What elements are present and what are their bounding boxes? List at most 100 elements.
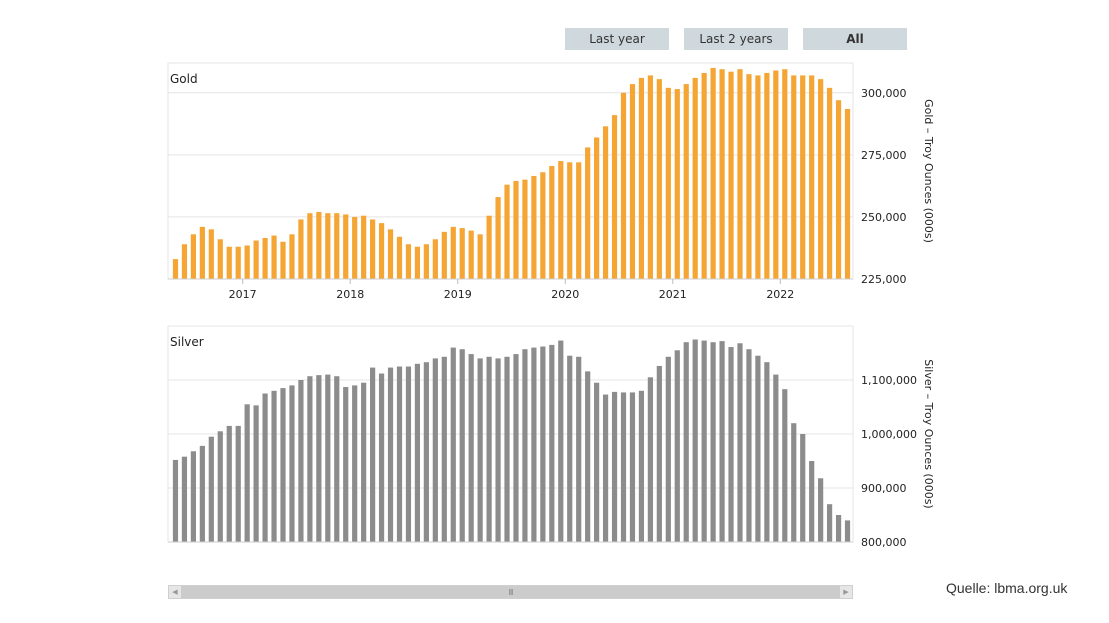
gold-bar[interactable] <box>280 241 286 279</box>
scroll-right-icon[interactable]: ▶ <box>843 588 849 596</box>
silver-bar[interactable] <box>226 425 232 542</box>
gold-bar[interactable] <box>683 84 689 279</box>
silver-bar[interactable] <box>414 363 421 542</box>
gold-bar[interactable] <box>701 72 707 280</box>
silver-bar[interactable] <box>683 342 689 542</box>
silver-bar[interactable] <box>181 456 188 542</box>
silver-bar[interactable] <box>343 387 349 542</box>
last-2-years-button[interactable]: Last 2 years <box>684 28 788 50</box>
gold-bar[interactable] <box>414 246 421 279</box>
silver-bar[interactable] <box>253 405 259 542</box>
gold-bar[interactable] <box>585 147 591 279</box>
gold-bar[interactable] <box>674 89 680 279</box>
gold-bar[interactable] <box>782 69 788 279</box>
silver-bar[interactable] <box>396 366 403 543</box>
chart-navigator-scrollbar[interactable]: ◀ III ▶ <box>168 585 853 599</box>
silver-bar[interactable] <box>208 436 214 542</box>
gold-bar[interactable] <box>441 231 447 279</box>
gold-bar[interactable] <box>244 245 250 279</box>
gold-bar[interactable] <box>558 161 564 279</box>
silver-bar[interactable] <box>549 344 555 542</box>
silver-bar[interactable] <box>504 356 510 542</box>
gold-bar[interactable] <box>190 234 196 279</box>
gold-bar[interactable] <box>567 162 573 279</box>
gold-bar[interactable] <box>809 75 815 280</box>
silver-bar[interactable] <box>450 347 456 542</box>
silver-bar[interactable] <box>513 354 519 542</box>
gold-bar[interactable] <box>800 75 806 280</box>
silver-bar[interactable] <box>835 515 842 542</box>
silver-bar[interactable] <box>827 504 833 542</box>
silver-bar[interactable] <box>701 340 707 542</box>
silver-bar[interactable] <box>585 371 591 542</box>
silver-bar[interactable] <box>271 390 277 542</box>
gold-bar[interactable] <box>504 184 510 279</box>
silver-bar[interactable] <box>728 347 734 542</box>
gold-bar[interactable] <box>540 172 546 279</box>
gold-bar[interactable] <box>387 229 394 279</box>
silver-bar[interactable] <box>791 423 797 542</box>
gold-bar[interactable] <box>647 75 653 280</box>
gold-bar[interactable] <box>181 244 188 279</box>
silver-bar[interactable] <box>773 374 779 542</box>
gold-bar[interactable] <box>289 234 295 279</box>
last-year-button[interactable]: Last year <box>565 28 669 50</box>
silver-bar[interactable] <box>307 376 313 542</box>
silver-bar[interactable] <box>647 377 653 542</box>
gold-bar[interactable] <box>361 215 367 279</box>
gold-bar[interactable] <box>172 259 179 279</box>
gold-bar[interactable] <box>602 126 609 279</box>
gold-bar[interactable] <box>450 226 456 279</box>
silver-bar[interactable] <box>423 362 429 542</box>
gold-bar[interactable] <box>818 79 824 279</box>
gold-bar[interactable] <box>710 67 716 279</box>
silver-bar[interactable] <box>361 382 367 542</box>
gold-bar[interactable] <box>405 244 412 279</box>
silver-bar[interactable] <box>352 385 358 542</box>
gold-bar[interactable] <box>477 234 483 279</box>
silver-bar[interactable] <box>486 356 492 542</box>
silver-bar[interactable] <box>441 356 447 542</box>
silver-bar[interactable] <box>782 389 788 542</box>
silver-bar[interactable] <box>459 349 465 542</box>
silver-bar[interactable] <box>477 358 483 542</box>
gold-bar[interactable] <box>378 223 385 279</box>
gold-bar[interactable] <box>513 180 519 279</box>
gold-bar[interactable] <box>719 69 725 279</box>
gold-bar[interactable] <box>746 74 752 279</box>
silver-bar[interactable] <box>710 342 716 542</box>
silver-bar[interactable] <box>172 459 179 542</box>
gold-bar[interactable] <box>835 100 842 279</box>
silver-bar[interactable] <box>594 382 600 542</box>
gold-bar[interactable] <box>271 235 277 279</box>
silver-bar[interactable] <box>620 392 627 542</box>
gold-bar[interactable] <box>262 238 268 279</box>
silver-bar[interactable] <box>602 394 609 542</box>
gold-bar[interactable] <box>522 179 528 279</box>
silver-bar[interactable] <box>674 350 680 542</box>
gold-bar[interactable] <box>208 229 214 279</box>
gold-bar[interactable] <box>352 216 358 279</box>
gold-bar[interactable] <box>486 215 492 279</box>
silver-bar[interactable] <box>764 362 770 542</box>
silver-bar[interactable] <box>378 373 385 542</box>
gold-bar[interactable] <box>468 230 474 279</box>
silver-bar[interactable] <box>199 445 205 542</box>
gold-bar[interactable] <box>199 226 205 279</box>
all-button[interactable]: All <box>803 28 907 50</box>
scrollbar-thumb[interactable]: III <box>181 586 840 598</box>
silver-bar[interactable] <box>818 478 824 542</box>
gold-bar[interactable] <box>576 162 582 279</box>
silver-bar[interactable] <box>244 404 250 542</box>
silver-bar[interactable] <box>558 340 564 542</box>
silver-bar[interactable] <box>629 392 636 542</box>
gold-bar[interactable] <box>253 240 259 279</box>
gold-bar[interactable] <box>620 92 627 279</box>
gold-bar[interactable] <box>827 87 833 280</box>
gold-bar[interactable] <box>298 219 304 279</box>
silver-bar[interactable] <box>432 358 438 542</box>
silver-bar[interactable] <box>611 391 618 542</box>
silver-bar[interactable] <box>638 390 645 542</box>
gold-bar[interactable] <box>495 197 501 279</box>
silver-bar[interactable] <box>719 341 725 542</box>
